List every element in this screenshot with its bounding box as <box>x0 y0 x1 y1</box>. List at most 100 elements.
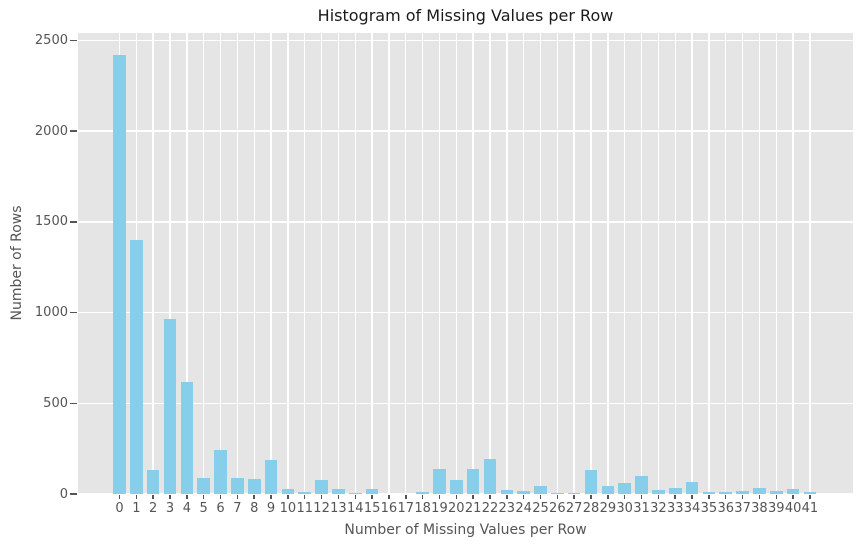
v-gridline <box>674 33 676 494</box>
v-gridline <box>253 33 255 494</box>
v-gridline <box>152 33 154 494</box>
x-tick-mark <box>590 495 592 499</box>
bar-0 <box>113 54 126 494</box>
x-tick-label: 31 <box>633 501 650 516</box>
v-gridline <box>775 33 777 494</box>
v-gridline <box>472 33 474 494</box>
v-gridline <box>337 33 340 494</box>
v-gridline <box>556 33 559 494</box>
x-tick-mark <box>438 495 441 499</box>
x-tick-mark <box>741 495 744 499</box>
bar-23 <box>500 490 514 494</box>
h-gridline <box>78 130 853 132</box>
x-tick-label: 18 <box>414 501 431 516</box>
bar-6 <box>214 450 227 494</box>
x-tick-label: 28 <box>582 501 600 516</box>
x-tick-label: 33 <box>666 501 684 516</box>
x-tick-label: 21 <box>464 501 482 516</box>
x-tick-mark <box>287 495 289 499</box>
bar-18 <box>416 492 429 494</box>
bar-32 <box>652 490 665 494</box>
v-gridline <box>421 33 424 494</box>
y-tick-label: 1000 <box>34 305 68 321</box>
y-tick-mark <box>70 402 77 405</box>
x-tick-label: 8 <box>250 501 259 516</box>
bar-35 <box>702 492 716 494</box>
bar-39 <box>769 491 783 494</box>
x-tick-label: 36 <box>717 501 735 516</box>
x-tick-mark <box>202 495 205 499</box>
x-tick-label: 25 <box>532 501 549 516</box>
x-tick-mark <box>186 495 188 499</box>
x-tick-label: 17 <box>397 501 415 516</box>
v-gridline <box>203 33 205 494</box>
x-tick-mark <box>775 495 777 499</box>
bar-28 <box>584 470 598 494</box>
v-gridline <box>506 33 508 494</box>
x-tick-label: 0 <box>115 501 124 516</box>
y-tick-label: 500 <box>43 395 68 411</box>
v-gridline <box>691 33 693 494</box>
bar-15 <box>365 488 379 494</box>
bar-30 <box>618 483 631 494</box>
bar-14 <box>348 492 362 494</box>
bar-41 <box>803 492 817 494</box>
x-tick-mark <box>640 495 643 499</box>
v-gridline <box>573 33 575 494</box>
v-gridline <box>809 33 811 494</box>
x-tick-label: 38 <box>751 501 768 516</box>
x-tick-label: 24 <box>515 501 532 516</box>
chart-title: Histogram of Missing Values per Row <box>317 6 614 25</box>
x-tick-mark <box>758 495 761 499</box>
v-gridline <box>522 33 525 494</box>
v-gridline <box>354 33 356 494</box>
x-tick-label: 5 <box>199 501 208 516</box>
bar-4 <box>180 382 194 494</box>
v-gridline <box>455 33 457 494</box>
x-tick-label: 29 <box>599 501 617 516</box>
bar-5 <box>197 477 210 494</box>
v-gridline <box>388 33 390 494</box>
bar-9 <box>264 459 278 494</box>
y-tick-mark <box>70 221 77 223</box>
bar-31 <box>635 475 648 494</box>
bar-29 <box>601 485 615 494</box>
v-gridline <box>657 33 660 494</box>
bar-25 <box>534 485 547 494</box>
x-tick-mark <box>792 495 794 499</box>
x-tick-mark <box>371 495 373 499</box>
bar-40 <box>786 488 800 494</box>
x-tick-label: 2 <box>149 501 158 516</box>
h-gridline <box>78 402 853 404</box>
x-tick-mark <box>556 495 559 499</box>
v-gridline <box>725 33 727 494</box>
bar-34 <box>685 482 699 494</box>
x-tick-label: 41 <box>801 501 819 516</box>
y-tick-label: 2500 <box>34 32 68 48</box>
h-gridline <box>78 311 853 314</box>
v-gridline <box>539 33 542 494</box>
bar-21 <box>466 468 480 494</box>
bar-1 <box>130 240 143 494</box>
v-gridline <box>640 33 643 494</box>
y-tick-mark <box>70 130 77 132</box>
x-tick-mark <box>405 495 407 499</box>
x-tick-mark <box>169 495 171 499</box>
x-tick-label: 10 <box>279 501 297 516</box>
x-tick-label: 23 <box>498 501 516 516</box>
y-tick-label: 0 <box>59 486 68 502</box>
v-gridline <box>186 33 188 494</box>
v-gridline <box>438 33 441 494</box>
x-tick-label: 6 <box>216 501 225 516</box>
x-tick-label: 40 <box>784 501 802 516</box>
x-tick-label: 20 <box>448 501 465 516</box>
x-tick-label: 12 <box>313 501 330 516</box>
y-tick-mark <box>70 493 77 495</box>
x-tick-label: 4 <box>182 501 191 516</box>
x-tick-mark <box>489 495 491 499</box>
v-gridline <box>304 33 306 494</box>
x-tick-label: 9 <box>266 501 276 516</box>
x-tick-mark <box>674 495 676 499</box>
v-gridline <box>708 33 710 494</box>
